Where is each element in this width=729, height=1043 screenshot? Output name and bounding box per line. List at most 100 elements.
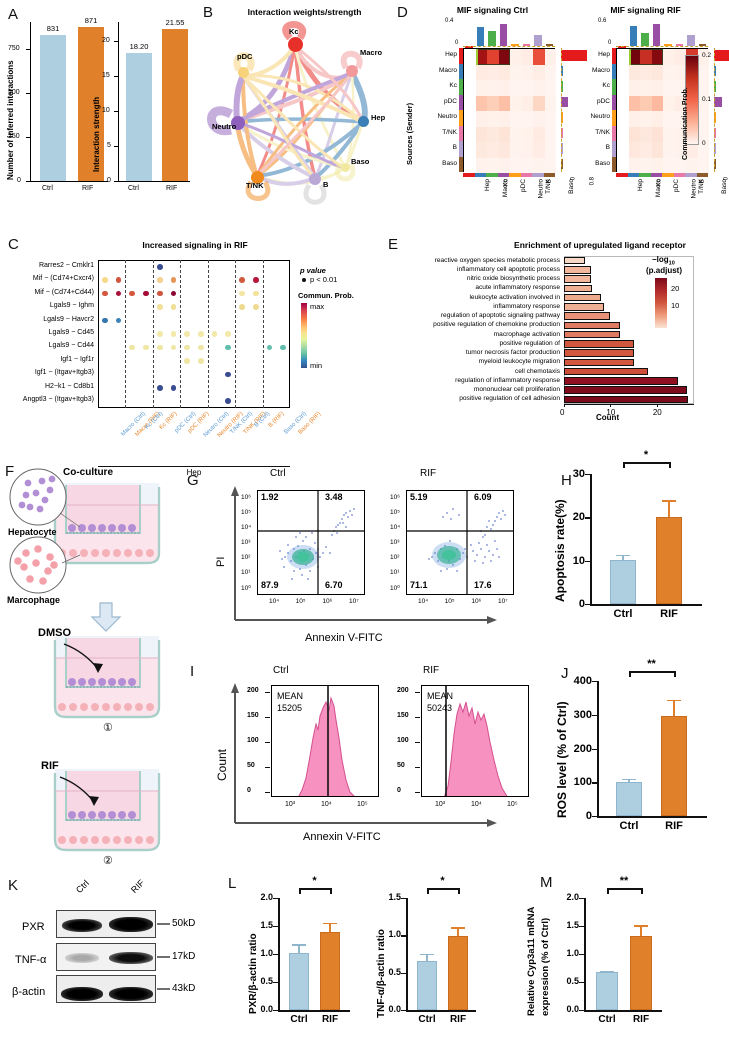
panel-d-colorbar-tick-02: 0.2: [702, 52, 712, 59]
hist-xtick-label: 10⁵: [357, 801, 368, 808]
panel-c-dot: [102, 277, 108, 283]
panel-e-bar: [564, 349, 634, 357]
panel-d-top-bar: [534, 35, 542, 46]
panel-d-heatmap-cell: [487, 64, 499, 80]
panel-d-heatmap-cell: [544, 49, 556, 65]
panel-i-label: I: [190, 663, 195, 680]
panel-e-term-label: inflammatory cell apoptotic process: [457, 265, 560, 273]
panel-j-xaxis: [597, 816, 707, 818]
panel-f-inset-label-macrophage: Marcophage: [7, 595, 61, 605]
panel-d-side-bar: [714, 65, 717, 76]
panel-b-node-pdc: [238, 67, 249, 78]
panel-e-bar: [564, 321, 620, 330]
panel-c-dot: [143, 344, 149, 351]
panel-g-axes: [231, 486, 497, 624]
panel-d-row-colorstrip: [612, 94, 616, 110]
panel-e-term-label: tumor necrosis factor production: [465, 349, 560, 357]
flow-xtick-label: 10⁴: [269, 598, 280, 605]
panel-d-heatmap-cell: [510, 49, 522, 65]
panel-d-heatmap-cell: [521, 49, 533, 65]
panel-c: C Increased signaling in RIF Rarres2 − C…: [0, 228, 354, 477]
panel-m-sig-bracket-right: [641, 888, 643, 894]
panel-b-chord-diagram: [207, 21, 368, 205]
flow-xtick-label: 10⁷: [498, 598, 508, 605]
panel-e-term-label: regulation of inflammatory response: [455, 376, 560, 384]
panel-i-xlabel: Annexin V-FITC: [303, 831, 381, 843]
panel-l-left-ytick: [273, 1010, 278, 1012]
panel-d-top-axis: [616, 46, 708, 47]
flow-xtick-label: 10⁴: [418, 598, 429, 605]
panel-e-bar: [564, 358, 634, 367]
panel-i-histogram-ctrl: [271, 685, 379, 797]
panel-c-dot: [266, 344, 273, 351]
panel-i-ctrl-mean-value: 15205: [277, 703, 303, 713]
panel-e-term-label: mononuclear cell proliferation: [473, 386, 560, 394]
panel-c-row-label: Lgals9 − Havcr2: [43, 315, 94, 323]
panel-c-dot: [225, 344, 232, 351]
panel-i-rif-mean-value: 50243: [427, 703, 453, 713]
panel-d-heatmap-cell: [475, 95, 487, 111]
panel-g-ctrl-quadrant-ur: 3.48: [325, 492, 343, 502]
panel-d-col-colorstrip: [673, 173, 685, 177]
panel-l-left-ytick: [273, 898, 278, 900]
panel-d-column-label: Hep: [636, 179, 644, 191]
panel-d-row-label: B: [452, 144, 457, 151]
panel-b-node-label-neutro: Neutro: [212, 122, 237, 131]
panel-l-left-significance: *: [312, 875, 317, 887]
panel-d-heatmap-cell: [686, 157, 698, 173]
panel-c-dot: [170, 277, 177, 283]
panel-d-heatmap-cell: [628, 157, 640, 173]
panel-b-node-b: [309, 173, 321, 185]
panel-i-ctrl-mean-title: MEAN: [277, 691, 304, 701]
panel-d-top-bar: [522, 44, 530, 46]
panel-d-col-colorstrip: [662, 173, 674, 177]
panel-d-heatmap-ctrl: 0.4 0 0 0.8 Hep Macro Kc pDC Neutro T/NK B Baso Hep M…: [437, 14, 595, 199]
panel-d-heatmap-cell: [510, 64, 522, 80]
panel-d-heatmap-cell: [533, 111, 545, 127]
panel-d-heatmap-cell: [521, 111, 533, 127]
panel-l-left-ytick-label: 1.5: [260, 920, 273, 930]
panel-e-bar: [564, 284, 592, 293]
hist-ytick: [415, 767, 420, 769]
panel-c-dot: [239, 277, 245, 283]
panel-h-xtick-label: Ctrl: [613, 608, 633, 620]
panel-k-blot-pxr: [56, 910, 156, 938]
panel-l-right-bar: [448, 936, 468, 1010]
panel-c-dot: [198, 344, 204, 351]
panel-h-errorbar: [668, 500, 670, 517]
flow-xtick-label: 10⁶: [471, 598, 482, 605]
panel-g-flowplot-ctrl: [257, 490, 365, 595]
panel-m-xtick-label: RIF: [632, 1014, 650, 1025]
panel-d-heatmap-cell: [464, 142, 476, 158]
panel-f-step-1: ①: [103, 722, 113, 734]
panel-l-right-xtick-label: Ctrl: [418, 1014, 436, 1025]
panel-d-heatmap-cell: [663, 64, 675, 80]
panel-l-left-bar: [320, 931, 340, 1010]
panel-d-row-label: pDC: [443, 97, 457, 105]
panel-g-ylabel: PI: [215, 556, 227, 567]
panel-h-sig-bracket-left: [623, 462, 625, 468]
panel-j-xtick-label: RIF: [665, 820, 683, 832]
panel-d-row-label: Neutro: [590, 113, 610, 120]
panel-c-legend-pvalue-dot: [302, 278, 306, 282]
panel-b: B Interaction weights/strength: [195, 0, 395, 210]
panel-d-heatmap-cell: [544, 142, 556, 158]
panel-k-weight-43kd: 43kD: [172, 983, 196, 994]
panel-c-dot: [280, 344, 286, 351]
hist-ytick-label: 150: [247, 712, 259, 719]
panel-d-heatmap-cell: [617, 111, 629, 127]
panel-d-top-bar: [511, 44, 519, 46]
panel-d-row-label: pDC: [596, 97, 610, 105]
panel-l-label: L: [228, 875, 237, 892]
panel-d-heatmap-cell: [674, 111, 686, 127]
a-right-xaxis: [118, 181, 190, 183]
panel-e-barchart: reactive oxygen species metabolic proces…: [350, 228, 729, 438]
panel-c-dot: [252, 290, 259, 297]
panel-d-top-bar: [641, 32, 649, 46]
panel-g-subtitle-ctrl: Ctrl: [270, 468, 286, 479]
panel-h-yaxis: [590, 474, 592, 604]
panel-d-heatmap-cell: [475, 49, 487, 65]
a-right-ytick-10: 10: [102, 107, 110, 114]
panel-e-xlabel: Count: [596, 413, 620, 422]
panel-c-dot: [129, 290, 136, 297]
